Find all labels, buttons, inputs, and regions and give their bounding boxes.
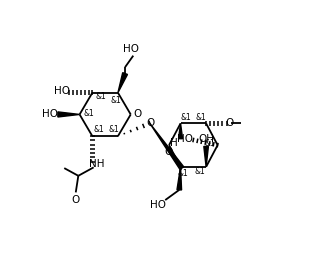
Text: OH: OH [198,134,214,144]
Polygon shape [204,146,208,167]
Text: &1: &1 [178,170,188,179]
Text: &1: &1 [194,168,205,177]
Text: HO: HO [150,200,166,210]
Text: HO: HO [123,44,139,54]
Text: O: O [164,146,172,157]
Polygon shape [177,167,181,190]
Polygon shape [150,123,184,169]
Text: O: O [72,195,80,205]
Text: &1: &1 [110,96,121,105]
Polygon shape [178,123,182,139]
Text: HO: HO [54,86,70,96]
Text: O: O [133,109,141,120]
Text: H: H [169,138,177,148]
Text: &1: &1 [95,92,106,101]
Text: NH: NH [89,159,105,169]
Polygon shape [58,112,80,117]
Text: HO: HO [177,134,193,144]
Text: &1: &1 [109,124,120,133]
Text: &1: &1 [93,124,104,133]
Text: O: O [225,118,233,128]
Text: &1: &1 [204,139,215,148]
Text: &1: &1 [180,113,191,122]
Text: &1: &1 [195,113,206,122]
Text: &1: &1 [84,109,95,118]
Text: O: O [146,118,155,128]
Polygon shape [118,73,128,93]
Text: HO: HO [42,109,58,120]
